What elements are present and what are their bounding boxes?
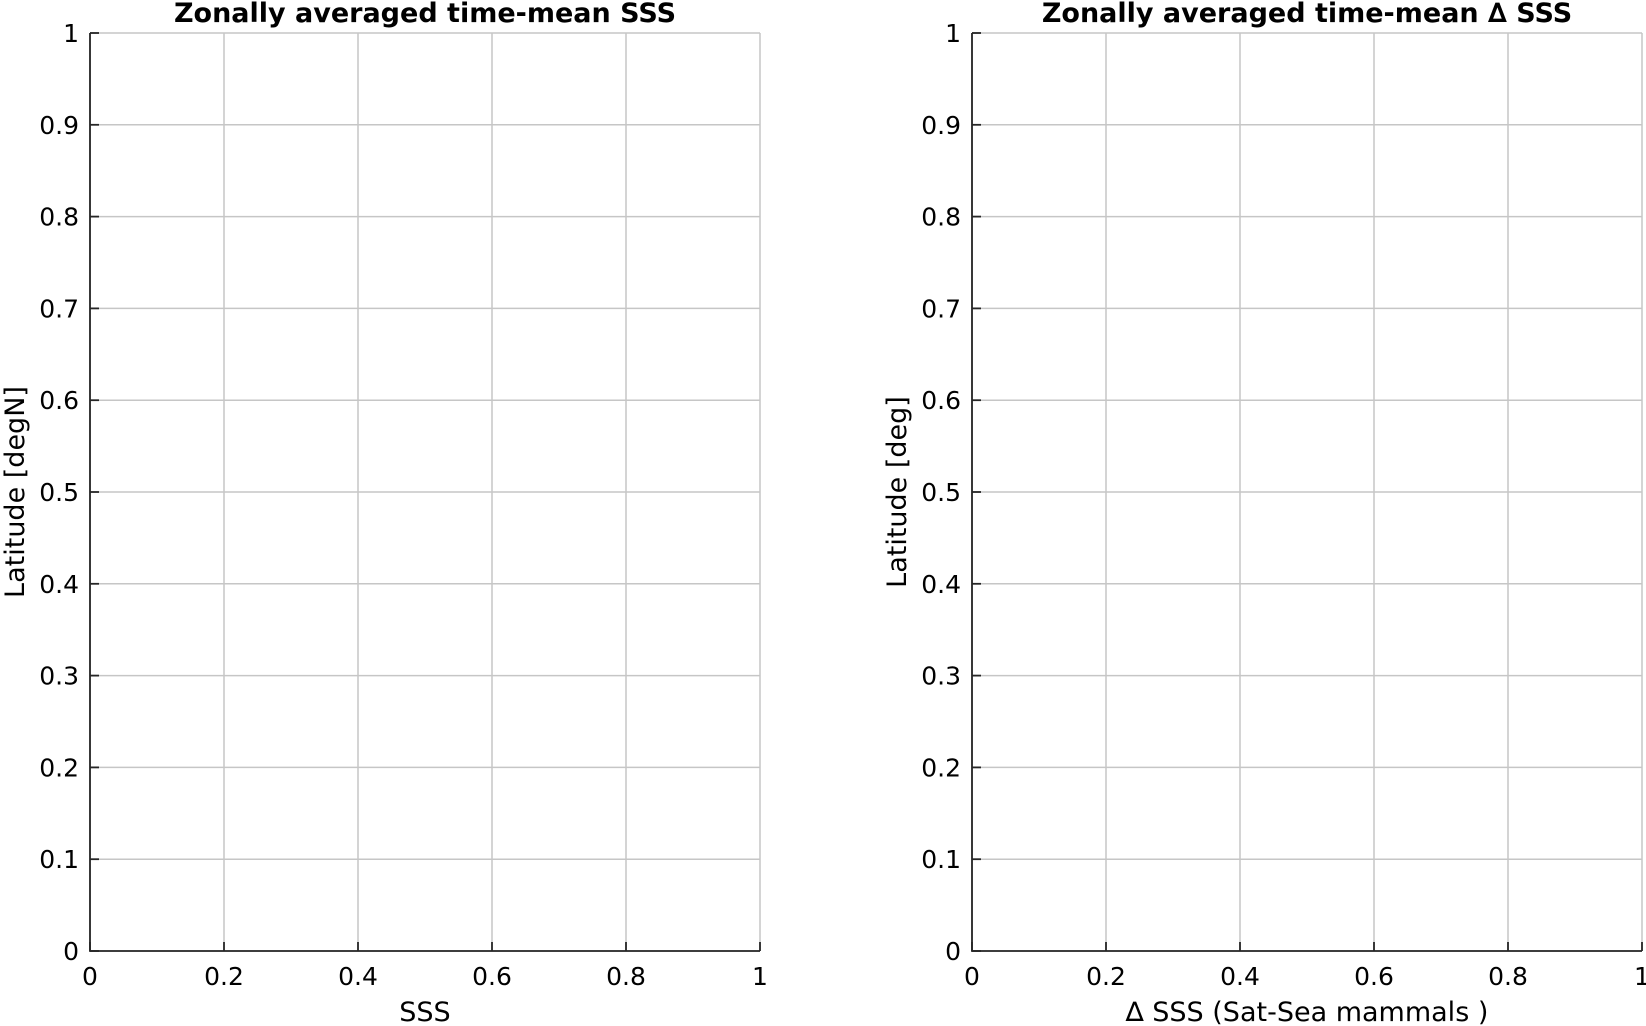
right-plot-ytick-label: 0.4 <box>921 570 961 599</box>
right-plot-ytick-label: 1 <box>945 19 961 48</box>
right-plot-grid <box>971 32 1643 952</box>
right-plot-xtick-label: 0.6 <box>1354 962 1394 991</box>
left-plot-ytick-label: 1 <box>63 19 79 48</box>
right-plot-ytick-label: 0.3 <box>921 662 961 691</box>
right-plot-xtick-label: 0.4 <box>1220 962 1260 991</box>
left-plot-ytick-label: 0.6 <box>39 386 79 415</box>
right-plot-xlabel: ∆ SSS (Sat-Sea mammals ) <box>1125 997 1489 1026</box>
left-plot-xlabel: SSS <box>399 997 450 1026</box>
left-plot-ytick-label: 0.3 <box>39 662 79 691</box>
left-plot-xtick-label: 0.6 <box>472 962 512 991</box>
left-plot-xtick-label: 0.4 <box>338 962 378 991</box>
left-plot-ytick-label: 0.7 <box>39 294 79 323</box>
right-plot-title: Zonally averaged time-mean ∆ SSS <box>1042 0 1572 29</box>
left-plot-ytick-label: 0.5 <box>39 478 79 507</box>
right-plot: Zonally averaged time-mean ∆ SSS ∆ SSS (… <box>882 0 1646 1026</box>
right-plot-ytick-label: 0.1 <box>921 845 961 874</box>
left-plot-ytick-label: 0.4 <box>39 570 79 599</box>
left-plot-axes <box>89 33 760 952</box>
right-plot-ytick-label: 0.9 <box>921 111 961 140</box>
right-plot-ytick-label: 0.7 <box>921 294 961 323</box>
right-plot-xtick-label: 0.2 <box>1086 962 1126 991</box>
left-plot-xtick-label: 1 <box>752 962 768 991</box>
right-plot-ylabel: Latitude [deg] <box>882 396 913 588</box>
left-plot-ytick-label: 0 <box>63 937 79 966</box>
right-plot-xtick-label: 1 <box>1634 962 1646 991</box>
left-plot-xtick-label: 0.8 <box>606 962 646 991</box>
right-plot-xtick-label: 0 <box>964 962 980 991</box>
left-plot-ytick-label: 0.8 <box>39 203 79 232</box>
right-plot-ytick-label: 0.8 <box>921 203 961 232</box>
left-plot-xtick-label: 0.2 <box>204 962 244 991</box>
left-plot-title: Zonally averaged time-mean SSS <box>174 0 676 29</box>
left-plot-ytick-label: 0.9 <box>39 111 79 140</box>
left-plot-ylabel: Latitude [degN] <box>0 386 31 598</box>
left-plot-xtick-label: 0 <box>82 962 98 991</box>
right-plot-ytick-label: 0.2 <box>921 753 961 782</box>
right-plot-ytick-label: 0.5 <box>921 478 961 507</box>
right-plot-xtick-label: 0.8 <box>1488 962 1528 991</box>
right-plot-ytick-label: 0 <box>945 937 961 966</box>
right-plot-axes <box>971 33 1642 952</box>
left-plot-ytick-label: 0.2 <box>39 753 79 782</box>
left-plot: Zonally averaged time-mean SSS SSS Latit… <box>0 0 768 1026</box>
left-plot-grid <box>89 32 761 952</box>
right-plot-ytick-label: 0.6 <box>921 386 961 415</box>
left-plot-ytick-label: 0.1 <box>39 845 79 874</box>
